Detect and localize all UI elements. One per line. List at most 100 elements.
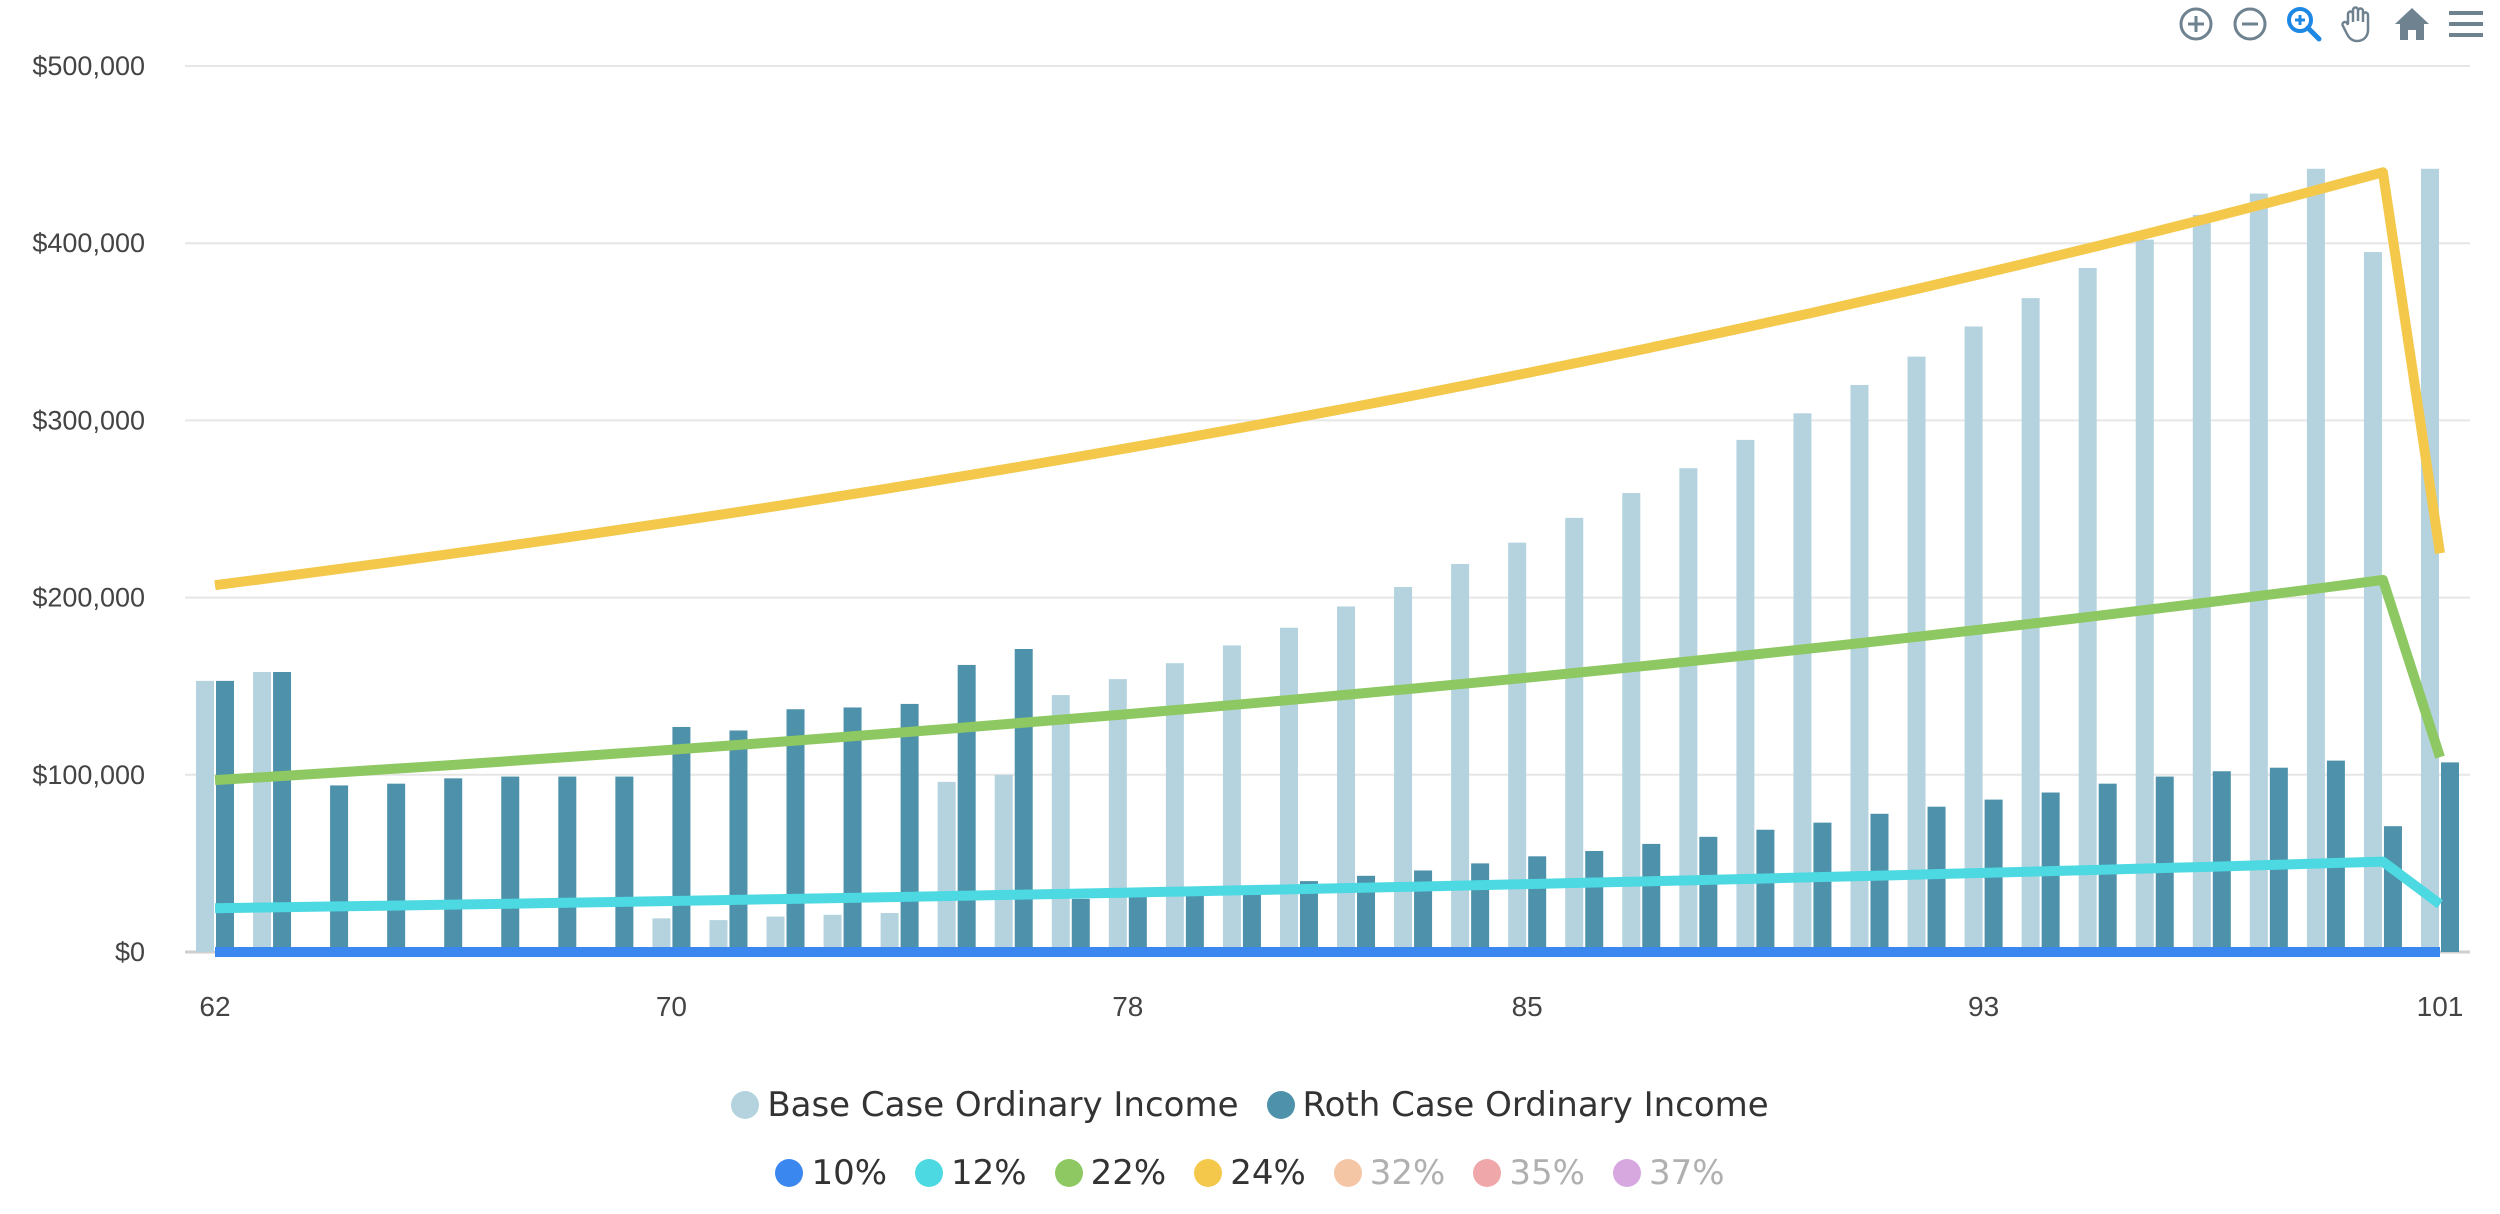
roth-case-bar[interactable] [387,783,406,952]
base-case-bar[interactable] [1508,542,1527,952]
roth-case-bar[interactable] [1699,836,1718,952]
roth-case-bar[interactable] [729,730,748,953]
roth-case-bar[interactable] [1927,806,1946,952]
base-case-bar[interactable] [937,781,956,952]
roth-case-bar[interactable] [1128,897,1147,952]
chart-toolbar [2174,2,2488,46]
base-case-bar[interactable] [2306,168,2325,952]
roth-case-bar[interactable] [1014,648,1033,952]
roth-case-bar[interactable] [1585,850,1604,952]
roth-case-bar[interactable] [216,680,234,952]
roth-case-bar[interactable] [957,664,976,952]
base-case-bar[interactable] [1622,493,1641,952]
base-case-bar[interactable] [2078,268,2097,952]
roth-case-bar[interactable] [672,726,691,952]
zoom-out-icon [2233,7,2267,41]
roth-case-bar[interactable] [843,707,862,952]
roth-case-bar[interactable] [2326,760,2345,952]
base-case-bar[interactable] [2249,193,2268,953]
legend-item-bracket-32[interactable]: 32% [1333,1153,1445,1193]
base-case-bar[interactable] [1394,586,1413,952]
zoom-out-button[interactable] [2228,2,2272,46]
x-tick-label: 101 [2417,991,2464,1022]
roth-case-bar[interactable] [273,672,292,952]
base-case-bar[interactable] [1793,413,1812,952]
base-case-bar[interactable] [652,918,671,952]
legend-item-base-case-ordinary-income[interactable]: Base Case Ordinary Income [731,1085,1239,1125]
base-case-bar[interactable] [1279,627,1298,952]
zoom-in-button[interactable] [2174,2,2218,46]
base-case-bar[interactable] [2363,252,2382,952]
base-case-bar[interactable] [1736,439,1755,953]
roth-case-bar[interactable] [2383,826,2402,952]
roth-case-bar[interactable] [1870,813,1889,952]
base-case-bar[interactable] [1964,326,1983,952]
legend-item-bracket-22[interactable]: 22% [1054,1153,1166,1193]
base-case-bar[interactable] [1051,695,1070,952]
base-case-bar[interactable] [1850,384,1869,953]
legend-label: 12% [951,1153,1027,1193]
roth-case-bar[interactable] [1756,829,1775,952]
zoom-in-icon [2179,7,2213,41]
roth-case-bar[interactable] [330,785,349,952]
roth-case-bar[interactable] [1242,886,1261,952]
base-case-bar[interactable] [196,680,214,952]
y-tick-label: $200,000 [32,583,145,613]
legend-item-bracket-10[interactable]: 10% [775,1153,887,1193]
base-case-bar[interactable] [709,920,728,952]
base-case-bar[interactable] [880,913,899,952]
x-tick-label: 85 [1512,991,1543,1022]
bracket-line-22pct[interactable] [214,574,2445,786]
base-case-bar[interactable] [1679,468,1698,952]
base-case-bar[interactable] [1222,645,1241,952]
legend-item-bracket-24[interactable]: 24% [1194,1153,1306,1193]
base-case-bar[interactable] [1165,663,1184,952]
roth-case-bar[interactable] [615,776,634,952]
base-case-bar[interactable] [994,774,1013,952]
roth-case-bar[interactable] [786,709,805,952]
base-case-bar[interactable] [2192,214,2211,952]
legend-item-bracket-35[interactable]: 35% [1473,1153,1585,1193]
menu-button[interactable] [2444,2,2488,46]
selection-zoom-button[interactable] [2282,2,2326,46]
legend-marker-icon [775,1159,804,1187]
base-case-bar[interactable] [2421,168,2439,952]
roth-case-bar[interactable] [900,703,919,952]
legend-item-bracket-12[interactable]: 12% [915,1153,1027,1193]
legend-marker-icon [1054,1159,1083,1187]
base-case-bar[interactable] [766,916,785,952]
roth-case-bar[interactable] [501,776,520,952]
bracket-line-12pct[interactable] [214,856,2443,914]
roth-case-bar[interactable] [1642,843,1661,952]
roth-case-bar[interactable] [444,778,463,952]
reset-zoom-button[interactable] [2390,2,2434,46]
roth-case-bar[interactable] [1528,856,1547,952]
bracket-line-24pct[interactable] [214,167,2445,591]
base-case-bar[interactable] [1337,606,1356,952]
y-tick-label: $500,000 [32,51,145,81]
roth-case-bar[interactable] [1813,822,1832,952]
legend-item-roth-case-ordinary-income[interactable]: Roth Case Ordinary Income [1266,1085,1769,1125]
base-case-bar[interactable] [2135,239,2154,952]
base-case-bar[interactable] [1907,356,1926,952]
legend-label: Base Case Ordinary Income [767,1085,1239,1125]
x-tick-label: 93 [1968,991,1999,1022]
pan-button[interactable] [2336,2,2380,46]
roth-case-bar[interactable] [1185,893,1204,952]
base-case-bar[interactable] [823,914,842,952]
y-tick-label: $100,000 [32,760,145,790]
roth-case-bar[interactable] [1071,898,1090,952]
legend-lines: 10% 12% 22% 24% 32% 35% 37% [0,1153,2500,1193]
legend-marker-icon [1194,1159,1223,1187]
roth-case-bar[interactable] [558,776,577,952]
base-case-bar[interactable] [1108,679,1127,952]
base-case-bar[interactable] [253,672,272,952]
base-case-bar[interactable] [1565,517,1584,952]
legend-item-bracket-37[interactable]: 37% [1612,1153,1725,1193]
roth-case-bar[interactable] [1471,863,1490,952]
roth-case-bar[interactable] [1357,875,1376,952]
roth-case-bar[interactable] [1299,881,1318,952]
roth-case-bar[interactable] [2441,762,2459,952]
base-case-bar[interactable] [1451,563,1470,952]
